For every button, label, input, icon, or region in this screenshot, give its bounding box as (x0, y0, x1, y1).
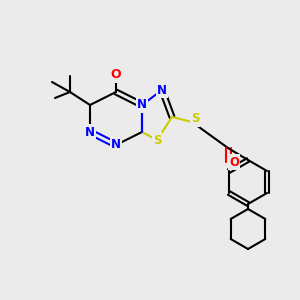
Text: S: S (153, 134, 161, 146)
Text: N: N (157, 83, 167, 97)
Text: O: O (111, 68, 121, 82)
Text: O: O (229, 155, 239, 169)
Text: N: N (85, 125, 95, 139)
Text: N: N (111, 139, 121, 152)
Text: S: S (191, 112, 199, 125)
Text: N: N (137, 98, 147, 112)
